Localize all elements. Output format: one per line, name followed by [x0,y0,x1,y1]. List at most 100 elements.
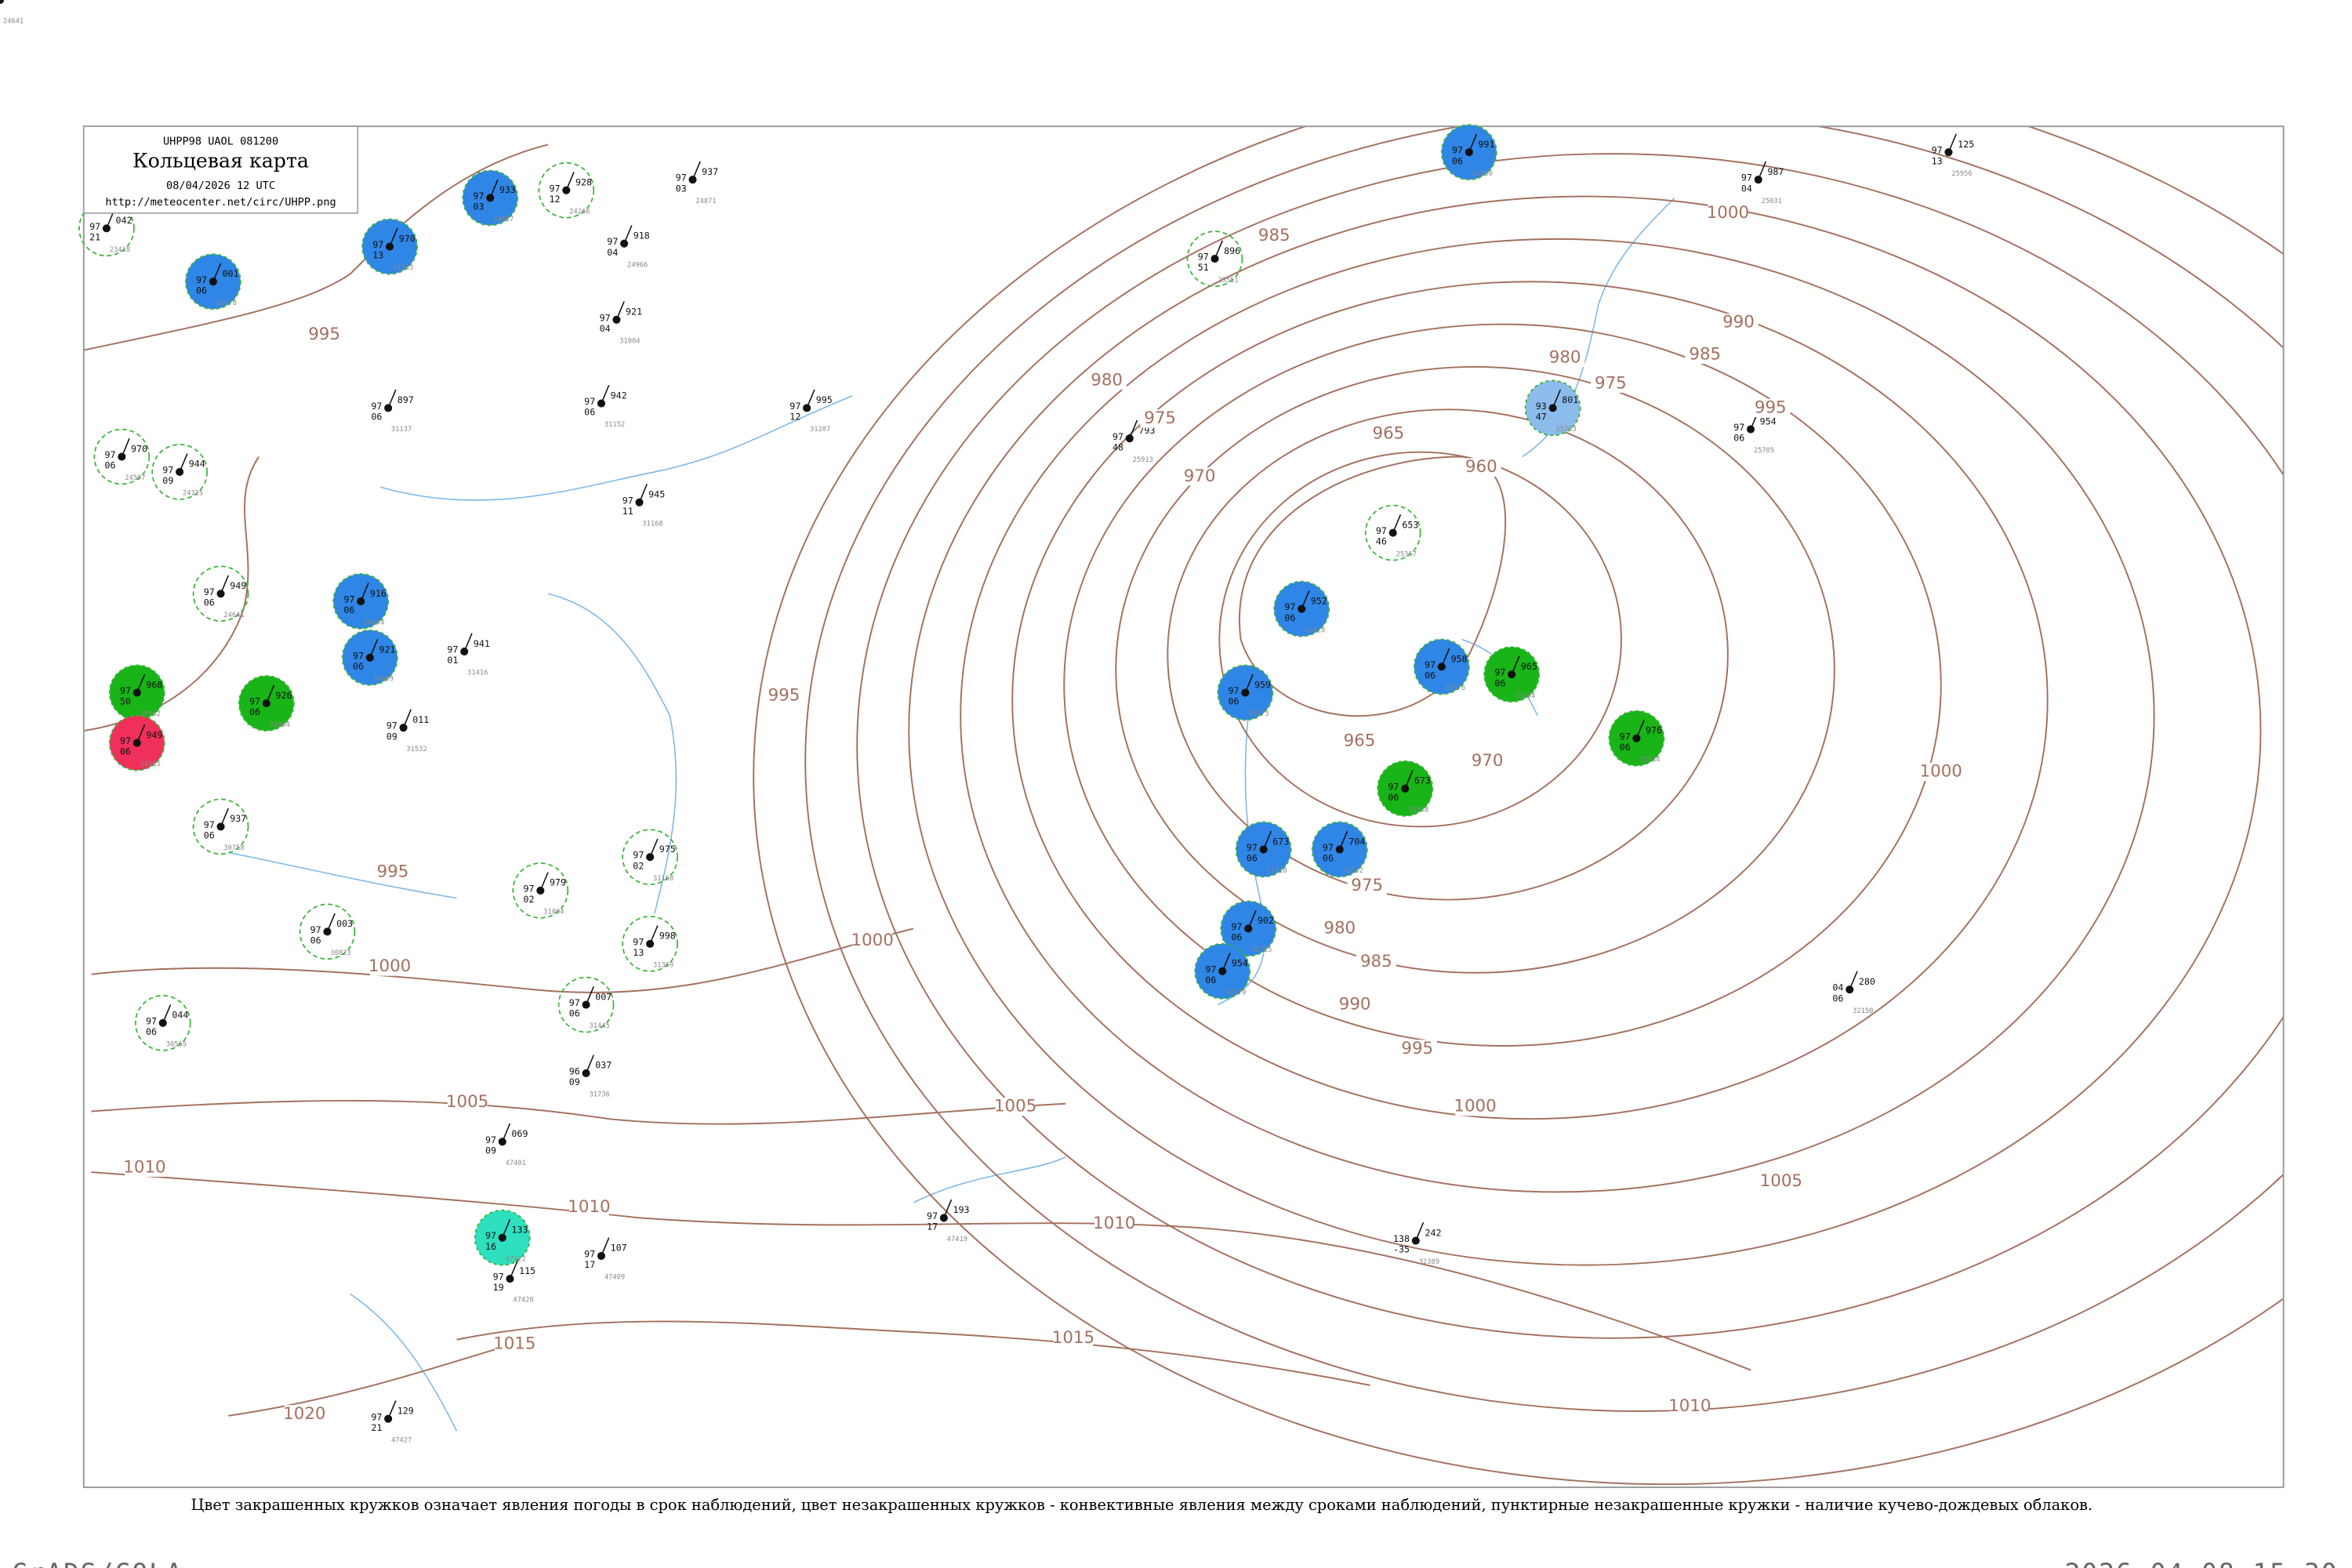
wind-barb [389,227,398,247]
isobar-label-bg [1751,398,1791,418]
header-frame [83,125,359,214]
isobar [856,153,2284,1339]
wind-barb [266,684,275,704]
wind-barb [387,389,397,408]
station-index: 25428 [1305,626,1325,634]
station-value: 13 [1932,155,1943,166]
station-dot [216,822,225,831]
isobar-label: 995 [377,862,409,882]
station-value: 06 [204,597,215,608]
isobar-label: 975 [1351,876,1383,895]
wind-barb [1339,830,1348,850]
station-dot [262,699,270,708]
station-index: 31137 [391,426,412,434]
station-index: 31369 [653,962,673,970]
station-index: 24763 [393,264,413,272]
station-value: 069 [511,1128,528,1139]
isobar [1115,365,1835,974]
station-index: 30565 [166,1041,187,1049]
station-index: 24687 [493,216,514,223]
station-value: 97 [569,997,580,1008]
station-value: 97 [120,735,131,746]
station-value: 06 [1231,932,1242,943]
station-index: 30965 [140,760,161,768]
station-index: 24507 [125,474,145,482]
station-value: 97 [600,312,611,323]
station-index: 25705 [1754,447,1774,455]
wind-barb [601,384,610,404]
wind-barb [1758,161,1767,180]
station-value: 97 [485,1230,496,1241]
station-value: 133 [511,1224,528,1235]
station-value: 97 [1229,685,1240,696]
station-value: 97 [89,221,100,232]
station-index: 31152 [604,421,625,429]
cumulonimbus-circle [93,428,151,485]
isobars [83,126,2284,1485]
isobar [91,1099,1066,1125]
station-value: 97 [584,1248,595,1259]
station-value: 97 [550,183,561,194]
isobar-label: 980 [1549,347,1581,367]
station-value: 97 [105,449,116,460]
wind-barb [1404,770,1414,789]
station-dot [1388,528,1397,537]
station-value: 21 [371,1422,382,1433]
wind-barb [220,575,229,594]
station-value: 97 [146,1015,157,1026]
station-value: 107 [611,1243,627,1254]
station-index: 31416 [467,670,488,677]
station-value: 897 [397,394,414,405]
isobar [908,195,2262,1266]
station-value: 97 [1425,659,1436,670]
wind-barb [585,1054,594,1074]
wind-barb [136,673,146,693]
station-value: -35 [1393,1244,1410,1255]
station-value: 933 [499,184,516,195]
isobar-label-bg [1356,953,1396,971]
station-value: 995 [816,394,833,405]
wind-barb [1214,240,1223,260]
isobar-label-bg [447,1093,488,1112]
wind-barb [162,1004,172,1024]
station-value: 97 [204,586,215,597]
isobar-label-bg [304,325,344,344]
map-area [83,126,2284,1485]
station-value: 97 [1205,964,1216,975]
wind-barb [489,179,499,198]
station-value: 13 [372,250,383,261]
cumulonimbus-circle [512,862,569,919]
isobar-label-bg [1053,1329,1094,1348]
station-index: 31004 [543,909,564,916]
station-value: 042 [116,215,132,226]
isobar-label-bg [1319,919,1359,938]
station-value: 09 [162,475,173,486]
station-value: 954 [1760,416,1777,426]
station-value: 06 [1620,742,1631,753]
isobar-label: 1010 [123,1157,165,1177]
wind-barb [1849,971,1858,990]
isobar-label-bg [1461,458,1501,477]
station-value: 97 [1323,842,1334,853]
station-dot [384,1414,393,1423]
wind-barb [806,389,815,408]
isobar-label: 965 [1372,423,1404,443]
isobar-label: 1005 [994,1097,1036,1116]
station-index: 30862 [140,710,161,718]
isobar-label-bg [125,1158,165,1177]
station-value: 97 [343,594,354,605]
station-index: 31510 [1267,867,1287,875]
